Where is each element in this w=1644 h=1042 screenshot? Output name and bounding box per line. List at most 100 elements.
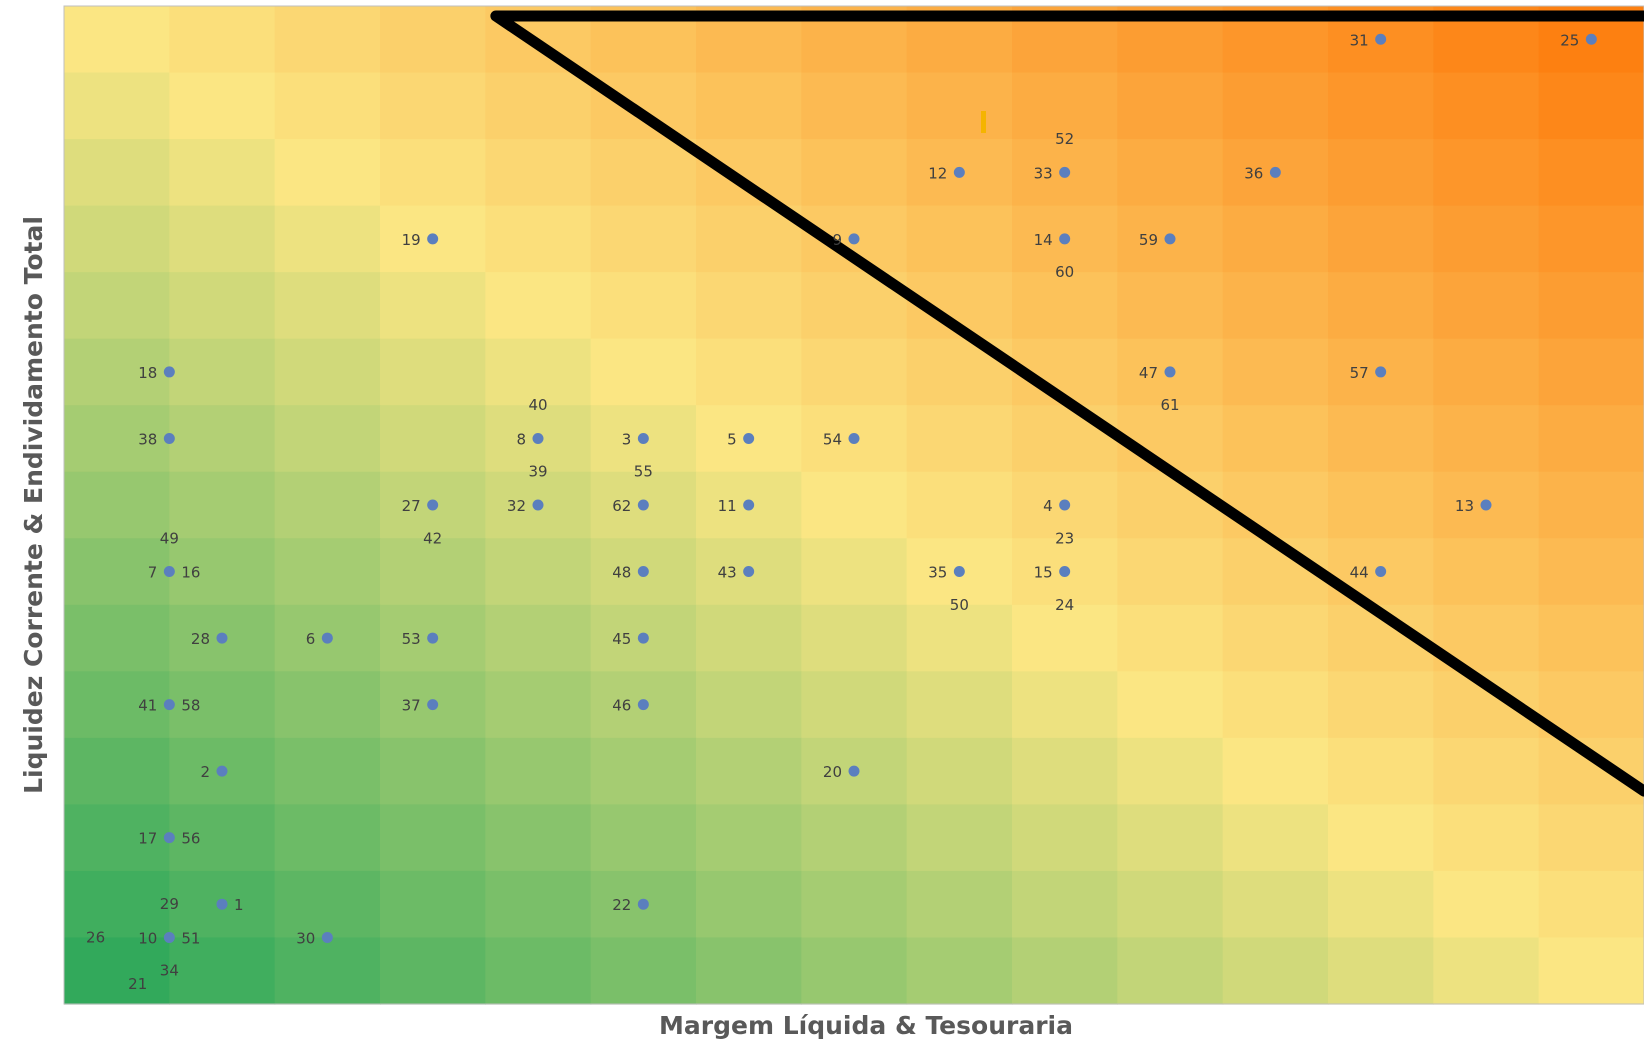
point-label-15: 15 [1034, 564, 1053, 582]
heatmap-cell [1538, 737, 1644, 805]
data-point-53 [427, 632, 439, 644]
heatmap-cell [1222, 870, 1329, 939]
point-label-37: 37 [402, 697, 421, 715]
heatmap-cell [696, 338, 802, 406]
heatmap-cell [1012, 272, 1118, 340]
point-label-6: 6 [306, 630, 316, 648]
heatmap-cell [274, 870, 381, 939]
heatmap-cell [1328, 671, 1434, 739]
heatmap-cell [485, 72, 592, 140]
heatmap-cell [1433, 870, 1540, 939]
heatmap-cell [1538, 405, 1644, 473]
heatmap-cell [696, 671, 802, 739]
heatmap-cell [64, 72, 170, 140]
point-label-5: 5 [727, 430, 737, 448]
heatmap-cell [380, 737, 486, 805]
heatmap-cell [485, 937, 592, 1005]
heatmap-cell [1328, 937, 1434, 1005]
data-point-1 [216, 898, 228, 910]
point-label-12: 12 [928, 164, 947, 182]
heatmap-cell [274, 671, 381, 739]
heatmap-cell [380, 6, 486, 74]
heatmap-cell [169, 471, 276, 539]
data-point-41 [163, 699, 175, 711]
heatmap-cell [1433, 139, 1540, 207]
heatmap-cell [1222, 671, 1329, 739]
point-label-60: 60 [1055, 263, 1074, 281]
data-point-2 [216, 765, 228, 777]
heatmap-cell [1012, 804, 1118, 872]
heatmap-cell [274, 471, 381, 539]
heatmap-cell [274, 338, 381, 406]
heatmap-cell [1117, 671, 1224, 739]
heatmap-cell [906, 671, 1013, 739]
point-label-48: 48 [612, 564, 631, 582]
point-label-31: 31 [1350, 31, 1369, 49]
heatmap-cell [485, 538, 592, 606]
data-point-4 [1059, 499, 1071, 511]
heatmap-cell [1117, 405, 1224, 473]
point-label-1: 1 [234, 896, 244, 914]
heatmap-cell [696, 937, 802, 1005]
point-label-22: 22 [612, 896, 631, 914]
data-point-10 [163, 931, 175, 943]
data-point-30 [321, 931, 333, 943]
heatmap-cell [1222, 72, 1329, 140]
heatmap-cell [274, 737, 381, 805]
data-point-20 [848, 765, 860, 777]
heatmap-cell [169, 804, 276, 872]
heatmap-background [64, 6, 1644, 1005]
heatmap-cell [1433, 405, 1540, 473]
heatmap-cell [906, 205, 1013, 273]
heatmap-cell [1222, 604, 1329, 672]
heatmap-cell [590, 272, 697, 340]
point-label-53: 53 [402, 630, 421, 648]
heatmap-cell [1222, 338, 1329, 406]
heatmap-cell [1328, 205, 1434, 273]
heatmap-cell [1538, 804, 1644, 872]
heatmap-cell [906, 937, 1013, 1005]
point-label-18: 18 [138, 364, 157, 382]
data-point-33 [1059, 166, 1071, 178]
heatmap-cell [590, 804, 697, 872]
heatmap-cell [590, 737, 697, 805]
heatmap-cell [64, 338, 170, 406]
heatmap-cell [1538, 72, 1644, 140]
heatmap-cell [1117, 72, 1224, 140]
heatmap-cell [801, 671, 908, 739]
heatmap-cell [64, 604, 170, 672]
point-label-47: 47 [1139, 364, 1158, 382]
heatmap-cell [1117, 471, 1224, 539]
heatmap-cell [801, 72, 908, 140]
heatmap-cell [169, 538, 276, 606]
heatmap-cell [169, 205, 276, 273]
heatmap-cell [1222, 937, 1329, 1005]
data-point-47 [1164, 366, 1176, 378]
heatmap-cell [1538, 338, 1644, 406]
point-label-27: 27 [402, 497, 421, 515]
heatmap-cell [1328, 471, 1434, 539]
heatmap-cell [906, 604, 1013, 672]
heatmap-cell [801, 804, 908, 872]
data-point-15 [1059, 566, 1071, 578]
heatmap-cell [801, 338, 908, 406]
heatmap-cell [801, 937, 908, 1005]
point-label-25: 25 [1560, 31, 1579, 49]
heatmap-cell [696, 804, 802, 872]
heatmap-cell [380, 538, 486, 606]
heatmap-cell [1433, 205, 1540, 273]
point-label-49: 49 [160, 529, 179, 547]
heatmap-cell [1117, 737, 1224, 805]
heatmap-cell [1538, 604, 1644, 672]
data-point-18 [163, 366, 175, 378]
point-label-24: 24 [1055, 596, 1074, 614]
heatmap-cell [274, 272, 381, 340]
point-label-17: 17 [138, 830, 157, 848]
y-axis-title: Liquidez Corrente & Endividamento Total [19, 216, 48, 794]
data-point-27 [427, 499, 439, 511]
heatmap-cell [1328, 72, 1434, 140]
heatmap-cell [1117, 870, 1224, 939]
point-label-36: 36 [1244, 164, 1263, 182]
heatmap-cell [1012, 671, 1118, 739]
